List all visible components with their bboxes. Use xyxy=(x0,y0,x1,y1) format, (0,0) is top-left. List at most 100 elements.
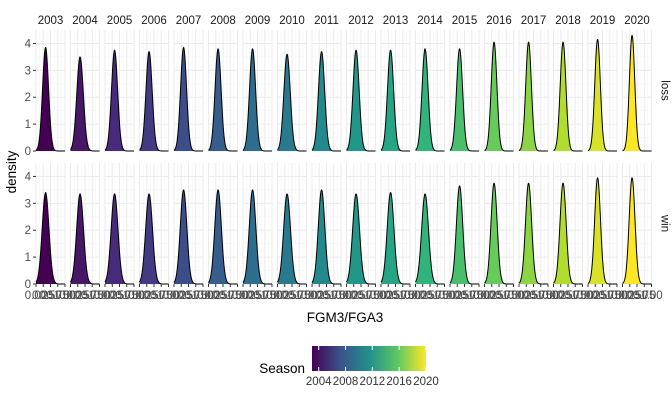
x-tick-label: 0.25 xyxy=(446,290,468,302)
density-area-loss-2019 xyxy=(588,39,617,152)
x-tick-label: 1.00 xyxy=(502,290,524,302)
x-tick-label: 1.00 xyxy=(537,290,559,302)
x-tick-label: 0.75 xyxy=(564,290,586,302)
panel-loss-2003 xyxy=(35,30,66,152)
x-tick-label: 0.25 xyxy=(32,290,54,302)
x-tick-label: 1.00 xyxy=(330,290,352,302)
panel-win-2004 xyxy=(70,163,100,285)
x-tick-label: 0.50 xyxy=(453,290,475,302)
x-tick-label: 0.25 xyxy=(101,290,123,302)
density-outline-win-2014 xyxy=(415,193,445,285)
column-strip-label-2010: 2010 xyxy=(279,15,305,27)
x-tick-label: 0.00 xyxy=(473,290,495,302)
panel-win-2006 xyxy=(139,163,169,285)
column-strip-label-2019: 2019 xyxy=(590,15,616,27)
density-outline-loss-2003 xyxy=(35,46,65,152)
density-area-loss-2014 xyxy=(415,48,445,151)
x-tick-label: 0.00 xyxy=(370,290,392,302)
y-tick-label: 1 xyxy=(25,252,31,264)
legend: Season 2004 2008 2012 2016 2020 xyxy=(259,346,439,388)
x-tick-label: 0.50 xyxy=(350,290,372,302)
density-outline-win-2013 xyxy=(380,192,410,285)
x-tick-label: 1.00 xyxy=(433,290,455,302)
panel-loss-2014 xyxy=(415,30,445,152)
x-tick-label: 0.50 xyxy=(384,290,406,302)
x-tick-label: 1.00 xyxy=(157,290,179,302)
y-tick-label: 3 xyxy=(25,198,31,210)
legend-title: Season xyxy=(259,361,305,376)
x-tick-label: 0.75 xyxy=(495,290,517,302)
x-tick-label: 0.50 xyxy=(39,290,61,302)
x-tick-label: 0.25 xyxy=(308,290,330,302)
density-area-loss-2018 xyxy=(553,42,583,151)
legend-colorbar xyxy=(312,346,426,371)
panel-loss-2010 xyxy=(277,30,307,152)
x-tick-label: 0.25 xyxy=(584,290,606,302)
column-strip-label-2017: 2017 xyxy=(521,15,547,27)
panel-win-2019 xyxy=(587,163,618,285)
panel-win-2010 xyxy=(277,163,307,285)
density-outline-loss-2018 xyxy=(553,41,583,152)
x-tick-label: 0.25 xyxy=(412,290,434,302)
panel-loss-2016 xyxy=(484,30,514,152)
density-outline-win-2004 xyxy=(70,193,100,285)
panel-loss-2004 xyxy=(70,30,100,152)
x-tick-label: 0.50 xyxy=(522,290,544,302)
x-tick-label: 0.50 xyxy=(74,290,96,302)
x-tick-label: 0.50 xyxy=(626,290,648,302)
x-tick-label: 1.00 xyxy=(468,290,490,302)
x-tick-label: 0.75 xyxy=(392,290,414,302)
density-outline-loss-2020 xyxy=(622,34,652,152)
density-outline-loss-2012 xyxy=(346,49,376,152)
facet-panels xyxy=(35,30,652,285)
panel-loss-2017 xyxy=(518,30,549,152)
column-strip-label-2013: 2013 xyxy=(383,15,409,27)
density-outline-loss-2017 xyxy=(518,41,548,152)
density-area-loss-2009 xyxy=(243,48,272,151)
x-tick-label: 0.75 xyxy=(461,290,483,302)
legend-ticks: 2004 2008 2012 2016 2020 xyxy=(306,346,439,388)
column-strip-label-2015: 2015 xyxy=(452,15,478,27)
facet-strips: loss win 2003 2004 2005 2006 2007 2008 2009 2010 2… xyxy=(38,15,671,232)
panel-loss-2012 xyxy=(346,30,376,152)
density-outline-loss-2013 xyxy=(380,49,410,152)
density-outline-loss-2015 xyxy=(449,48,479,152)
y-tick-label: 1 xyxy=(25,119,31,131)
panel-loss-2020 xyxy=(622,30,652,152)
x-tick-label: 0.75 xyxy=(81,290,103,302)
panel-loss-2019 xyxy=(587,30,618,152)
legend-tick-label: 2004 xyxy=(306,376,332,388)
y-axis-title: density xyxy=(4,150,19,193)
x-tick-label: 0.00 xyxy=(611,290,633,302)
column-strip-label-2006: 2006 xyxy=(141,15,167,27)
density-area-win-2019 xyxy=(588,177,617,284)
column-strip-label-2011: 2011 xyxy=(314,15,339,27)
column-strip-label-2016: 2016 xyxy=(486,15,512,27)
density-area-loss-2020 xyxy=(622,35,652,151)
x-tick-label: 0.00 xyxy=(163,290,185,302)
x-tick-label: 0.00 xyxy=(335,290,357,302)
x-tick-label: 0.00 xyxy=(197,290,219,302)
density-outline-loss-2010 xyxy=(277,53,307,152)
x-tick-label: 0.75 xyxy=(219,290,241,302)
column-strip-label-2005: 2005 xyxy=(107,15,133,27)
panel-win-2013 xyxy=(380,163,411,285)
density-outline-win-2019 xyxy=(587,177,617,285)
x-tick-label: 0.25 xyxy=(67,290,89,302)
density-area-loss-2017 xyxy=(519,42,548,151)
x-tick-label: 1.00 xyxy=(54,290,76,302)
x-tick-label: 0.50 xyxy=(281,290,303,302)
density-area-loss-2007 xyxy=(174,47,203,151)
panel-loss-2009 xyxy=(242,30,273,152)
panel-win-2016 xyxy=(484,163,514,285)
density-outline-loss-2011 xyxy=(311,50,341,152)
x-tick-label: 0.50 xyxy=(108,290,130,302)
x-tick-label: 0.50 xyxy=(557,290,579,302)
panel-loss-2007 xyxy=(173,30,204,152)
x-tick-label: 0.25 xyxy=(550,290,572,302)
x-tick-label: 1.00 xyxy=(640,290,662,302)
density-outline-loss-2014 xyxy=(415,48,445,152)
density-outline-win-2006 xyxy=(139,193,169,285)
x-tick-label: 0.00 xyxy=(439,290,461,302)
panel-win-2020 xyxy=(622,163,652,285)
